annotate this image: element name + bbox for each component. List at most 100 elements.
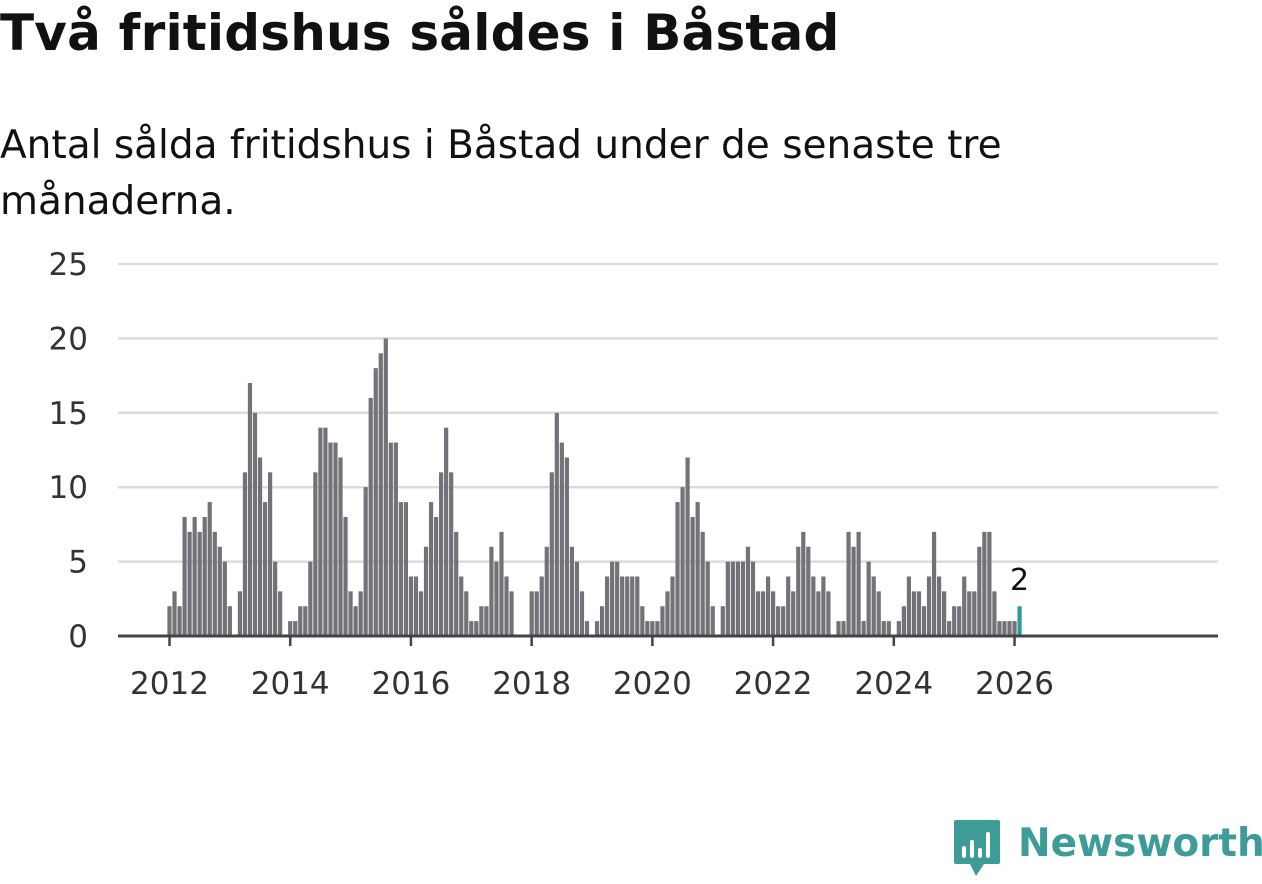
bar xyxy=(454,531,459,636)
bar xyxy=(439,472,444,636)
bar xyxy=(826,591,831,636)
bar xyxy=(660,606,665,636)
bar xyxy=(444,427,449,636)
bar xyxy=(665,591,670,636)
bar xyxy=(227,606,232,636)
x-tick-label: 2012 xyxy=(130,666,209,702)
bar xyxy=(906,576,912,636)
bar xyxy=(841,621,846,636)
bar xyxy=(398,502,403,636)
bar xyxy=(635,576,640,636)
bar xyxy=(695,502,700,636)
bar xyxy=(816,591,821,636)
x-tick-label: 2026 xyxy=(975,666,1054,702)
bar xyxy=(333,442,338,636)
bar xyxy=(987,531,992,636)
bar xyxy=(916,591,922,636)
newsworthy-logo[interactable]: Newsworthy xyxy=(952,818,1262,880)
bar-latest xyxy=(1017,606,1022,636)
bar xyxy=(791,591,796,636)
bar xyxy=(1002,621,1007,636)
chart-title: Två fritidshus såldes i Båstad xyxy=(0,4,840,62)
bar xyxy=(222,561,227,636)
bar xyxy=(529,591,534,636)
bar xyxy=(197,531,202,636)
bar xyxy=(393,442,398,636)
bar xyxy=(363,487,368,636)
bar xyxy=(539,576,544,636)
bar xyxy=(856,531,861,636)
bar xyxy=(851,546,856,636)
bar xyxy=(921,606,927,636)
bar xyxy=(499,531,504,636)
bar xyxy=(534,591,539,636)
bar xyxy=(730,561,735,636)
bar xyxy=(549,472,554,636)
bar xyxy=(383,338,388,636)
bar xyxy=(413,576,419,636)
latest-value-label: 2 xyxy=(1010,563,1029,598)
bar xyxy=(579,591,585,636)
bar xyxy=(1007,621,1012,636)
bar xyxy=(750,561,756,636)
bar xyxy=(237,591,243,636)
bar xyxy=(469,621,474,636)
bar xyxy=(343,516,348,636)
bar xyxy=(655,621,660,636)
bar xyxy=(821,576,826,636)
bar xyxy=(806,546,811,636)
bar xyxy=(811,576,816,636)
bar xyxy=(182,516,187,636)
bar xyxy=(308,561,313,636)
bar xyxy=(992,591,997,636)
bar xyxy=(599,606,605,636)
bar xyxy=(474,621,479,636)
bar xyxy=(1012,621,1017,636)
bar xyxy=(776,606,781,636)
bar xyxy=(977,546,982,636)
bar xyxy=(630,576,635,636)
bar xyxy=(207,502,212,636)
bar xyxy=(177,606,182,636)
bar xyxy=(298,606,303,636)
bar xyxy=(896,621,901,636)
bar xyxy=(881,621,886,636)
bar xyxy=(675,502,680,636)
bar xyxy=(886,621,891,636)
bar xyxy=(796,546,801,636)
bar xyxy=(494,561,499,636)
bar xyxy=(252,412,258,636)
bar xyxy=(615,561,620,636)
bar xyxy=(876,591,881,636)
bar xyxy=(418,591,424,636)
bar xyxy=(388,442,393,636)
bar xyxy=(459,576,464,636)
x-tick-label: 2014 xyxy=(251,666,330,702)
bar xyxy=(594,621,600,636)
bar xyxy=(725,561,730,636)
bar xyxy=(620,576,625,636)
y-tick-label: 10 xyxy=(49,470,88,506)
bar xyxy=(936,576,942,636)
bar xyxy=(353,606,358,636)
bar xyxy=(554,412,559,636)
bar xyxy=(187,531,192,636)
x-tick-label: 2018 xyxy=(492,666,571,702)
bar xyxy=(192,516,197,636)
x-tick-label: 2024 xyxy=(854,666,933,702)
bar xyxy=(338,457,343,636)
bar xyxy=(504,576,509,636)
chart-subtitle: Antal sålda fritidshus i Båstad under de… xyxy=(0,123,1002,224)
bar xyxy=(242,472,248,636)
bar xyxy=(765,576,771,636)
bar xyxy=(901,606,906,636)
bar xyxy=(257,457,263,636)
bar xyxy=(690,516,695,636)
bar xyxy=(771,591,776,636)
bar xyxy=(373,368,378,636)
x-tick-label: 2016 xyxy=(371,666,450,702)
bar xyxy=(273,561,278,636)
bar xyxy=(871,576,876,636)
bar xyxy=(559,442,564,636)
bar xyxy=(755,591,761,636)
